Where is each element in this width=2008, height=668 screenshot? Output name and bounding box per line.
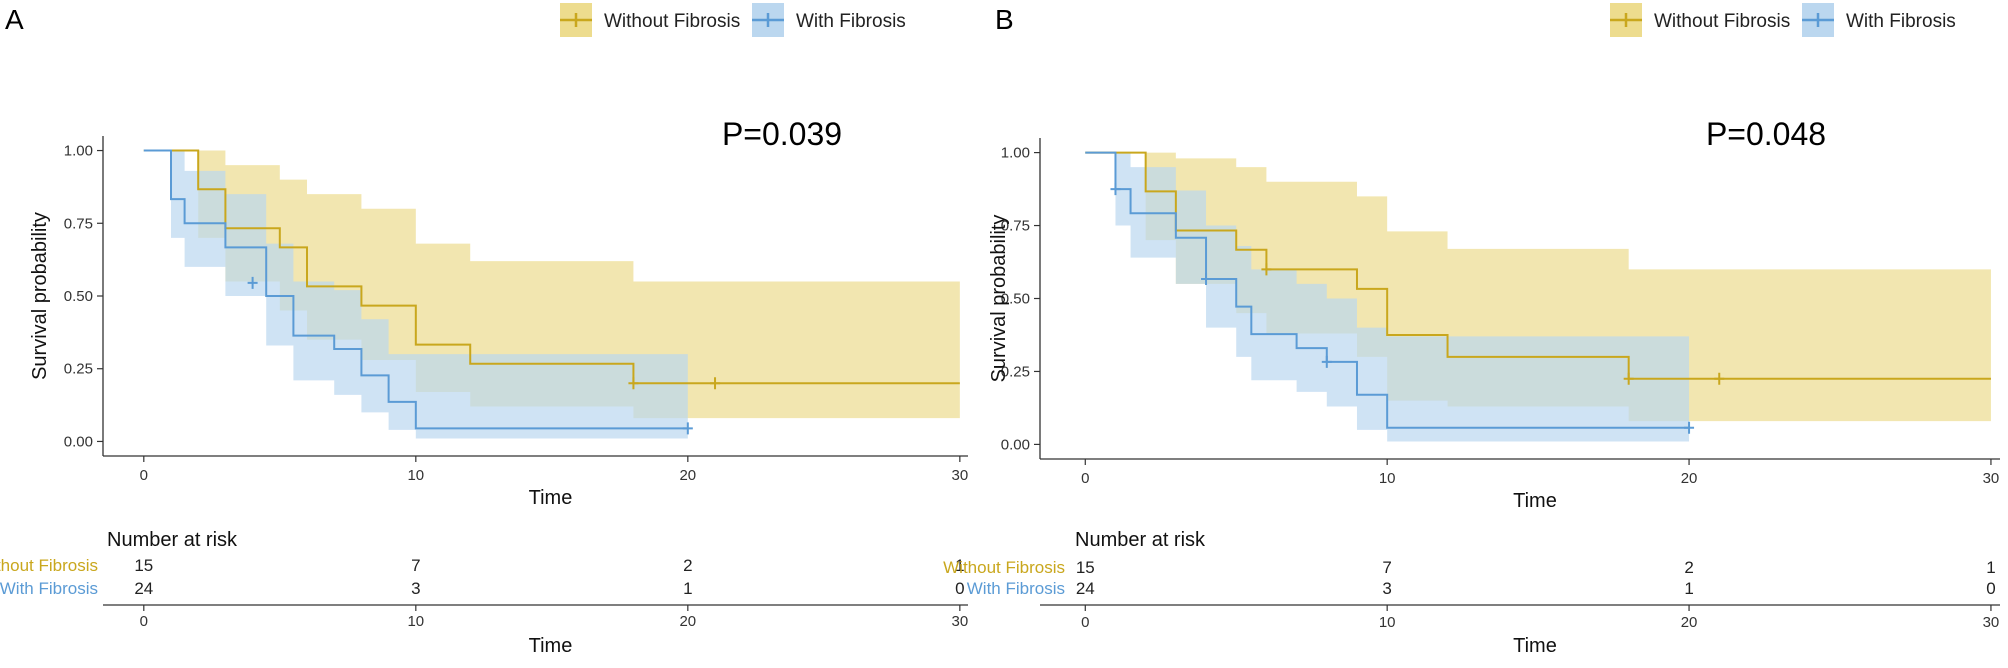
risk-table-title: Number at risk [107, 529, 238, 551]
y-tick-label: 0.75 [1001, 218, 1030, 235]
x-tick-label: 0 [1081, 470, 1089, 487]
panel-label: A [5, 4, 24, 35]
risk-count: 1 [955, 556, 964, 575]
y-tick-label: 0.25 [64, 361, 93, 378]
risk-row-name: Without Fibrosis [943, 558, 1065, 577]
survival-curve [143, 149, 688, 430]
confidence-band [1085, 152, 1690, 442]
risk-x-tick-label: 30 [951, 613, 968, 630]
risk-count: 24 [1076, 579, 1095, 598]
risk-count: 1 [1684, 579, 1693, 598]
censor-mark [1261, 263, 1272, 276]
y-tick-label: 1.00 [1001, 145, 1030, 162]
legend-item: With Fibrosis [752, 3, 906, 37]
y-axis-title: Survival probability [29, 212, 51, 380]
censor-mark [1321, 355, 1332, 368]
y-axis-title: Survival probability [988, 215, 1010, 383]
panel-a: A Without Fibrosis With Fibrosis P=0.039 0.0… [0, 3, 968, 657]
legend-label: With Fibrosis [796, 11, 906, 32]
y-tick-label: 0.00 [64, 433, 93, 450]
p-value: P=0.048 [1706, 116, 1826, 152]
x-tick-label: 10 [1379, 470, 1396, 487]
risk-count: 0 [1986, 579, 1995, 598]
survival-curve [143, 149, 960, 385]
legend-item: Without Fibrosis [1610, 3, 1790, 37]
p-value: P=0.039 [722, 116, 842, 152]
censor-mark [628, 377, 639, 390]
risk-count: 15 [1076, 558, 1095, 577]
censor-mark [1684, 421, 1695, 434]
y-tick-label: 0.50 [64, 288, 93, 305]
legend-item: With Fibrosis [1802, 3, 1956, 37]
risk-count: 1 [683, 579, 692, 598]
risk-x-axis-title: Time [1513, 635, 1557, 657]
risk-row-name: Without Fibrosis [0, 556, 98, 575]
risk-count: 7 [411, 556, 420, 575]
risk-count: 3 [411, 579, 420, 598]
x-tick-label: 20 [1681, 470, 1698, 487]
risk-x-tick-label: 20 [1681, 614, 1698, 631]
risk-count: 2 [683, 556, 692, 575]
risk-count: 1 [1986, 558, 1995, 577]
y-tick-label: 1.00 [64, 143, 93, 160]
confidence-band [143, 150, 688, 439]
censor-mark [247, 276, 258, 289]
x-axis-title: Time [1513, 490, 1557, 512]
survival-curve [1085, 151, 1991, 380]
risk-row-name: With Fibrosis [0, 579, 98, 598]
risk-x-tick-label: 0 [1081, 614, 1089, 631]
x-tick-label: 30 [1983, 470, 2000, 487]
risk-count: 3 [1382, 579, 1391, 598]
survival-curve [1085, 151, 1690, 429]
risk-count: 15 [134, 556, 153, 575]
legend-label: Without Fibrosis [604, 11, 740, 32]
x-tick-label: 0 [140, 467, 148, 484]
risk-x-tick-label: 0 [140, 613, 148, 630]
risk-x-tick-label: 10 [407, 613, 424, 630]
risk-x-tick-label: 20 [679, 613, 696, 630]
censor-mark [710, 377, 721, 390]
panel-b: B Without Fibrosis With Fibrosis P=0.048 0.0… [943, 3, 2000, 657]
y-tick-label: 0.00 [1001, 436, 1030, 453]
censor-mark [1110, 183, 1121, 196]
risk-count: 2 [1684, 558, 1693, 577]
legend-label: Without Fibrosis [1654, 11, 1790, 32]
x-tick-label: 10 [407, 467, 424, 484]
risk-table-title: Number at risk [1075, 529, 1206, 551]
censor-mark [1201, 272, 1212, 285]
risk-count: 0 [955, 579, 964, 598]
y-tick-label: 0.75 [64, 215, 93, 232]
panel-label: B [995, 4, 1014, 35]
x-tick-label: 20 [679, 467, 696, 484]
x-axis-title: Time [529, 487, 573, 509]
risk-count: 24 [134, 579, 153, 598]
x-tick-label: 30 [951, 467, 968, 484]
censor-mark [1714, 372, 1725, 385]
censor-mark [682, 422, 693, 435]
y-tick-label: 0.25 [1001, 363, 1030, 380]
y-tick-label: 0.50 [1001, 291, 1030, 308]
risk-x-axis-title: Time [529, 635, 573, 657]
risk-count: 7 [1382, 558, 1391, 577]
risk-x-tick-label: 30 [1983, 614, 2000, 631]
legend-label: With Fibrosis [1846, 11, 1956, 32]
confidence-band [143, 150, 960, 419]
censor-mark [1623, 372, 1634, 385]
risk-x-tick-label: 10 [1379, 614, 1396, 631]
risk-row-name: With Fibrosis [967, 579, 1065, 598]
confidence-band [1085, 152, 1991, 422]
legend-item: Without Fibrosis [560, 3, 740, 37]
